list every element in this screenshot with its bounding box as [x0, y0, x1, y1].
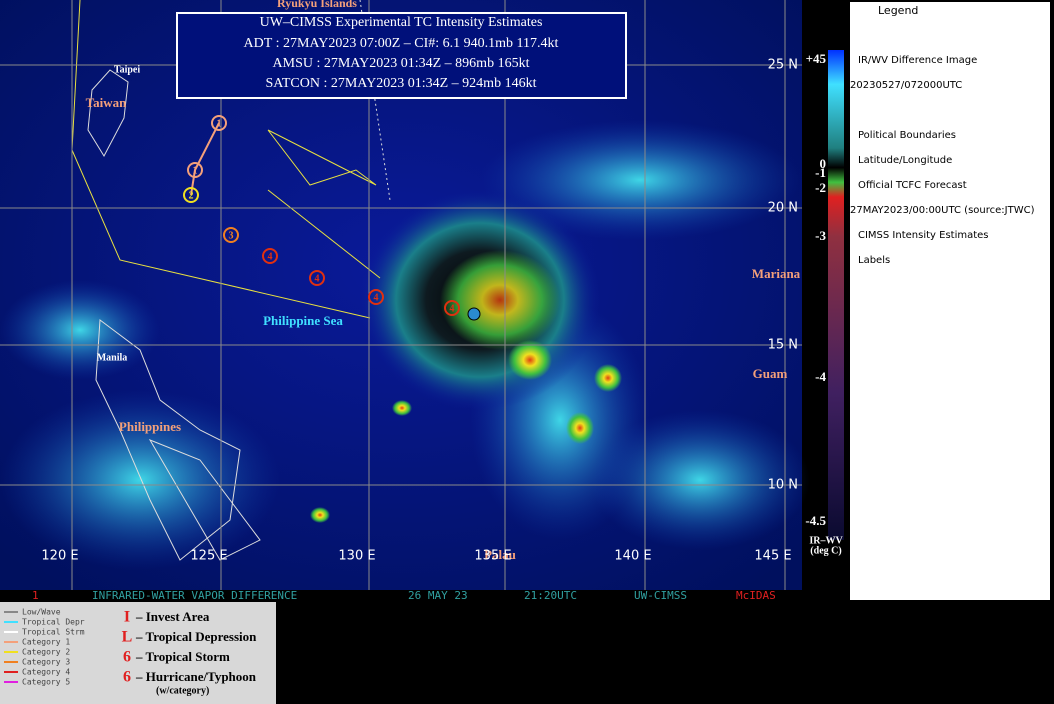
- track-point: [183, 187, 199, 203]
- legend-item: Political Boundaries: [858, 130, 956, 141]
- track-label: 2: [189, 190, 194, 201]
- legend-item: CIMSS Intensity Estimates: [858, 230, 989, 241]
- track-label: 3: [229, 230, 234, 241]
- colorbar-label: -3: [815, 228, 826, 243]
- key-symbol-label: – Tropical Storm: [135, 649, 230, 664]
- land-boundaries: [87, 69, 261, 561]
- place-labels: Ryukyu Islands Taipei Taiwan Philippine Sea…: [86, 0, 801, 562]
- key-label: Tropical Depr: [22, 618, 85, 627]
- key-symbol-label: – Invest Area: [135, 609, 210, 624]
- key-label: Category 2: [22, 648, 70, 657]
- key-label: Category 1: [22, 638, 70, 647]
- forecast-track: 1 1 2 3 4 4 4 4: [183, 115, 460, 316]
- colorbar-label: -2: [815, 180, 826, 195]
- track-point: [444, 300, 460, 316]
- key-note: (w/category): [156, 685, 209, 696]
- info-box: [176, 12, 627, 99]
- legend-item: IR/WV Difference Image: [858, 55, 977, 66]
- place-label: Taipei: [114, 64, 141, 75]
- lon-label: 140 E: [614, 549, 651, 564]
- key-symbol: L: [122, 629, 133, 646]
- legend-item: Labels: [858, 255, 890, 266]
- colorbar-labels: +45 0-1-2 -3 -4 -4.5 IR–WV(deg C): [805, 51, 843, 556]
- lon-label: 145 E: [754, 549, 791, 564]
- lat-label: 25 N: [768, 58, 798, 73]
- place-label: Ryukyu Islands: [277, 0, 357, 10]
- colorbar-unit: (deg C): [810, 545, 841, 556]
- track-point: [262, 248, 278, 264]
- lat-label: 10 N: [768, 478, 798, 493]
- key-symbol-label: – Hurricane/Typhoon: [135, 669, 257, 684]
- colorbar-label: +45: [806, 51, 827, 66]
- track-label: 4: [450, 303, 455, 314]
- status-item: 1: [32, 589, 39, 602]
- key-label: Low/Wave: [22, 608, 61, 617]
- grid-labels: 25 N 20 N 15 N 10 N 120 E 125 E 130 E 135 E 140 …: [41, 58, 798, 564]
- colorbar-label: -4: [815, 369, 826, 384]
- political-lines: [71, 0, 391, 319]
- colorbar: [828, 50, 844, 540]
- key-symbol: I: [124, 609, 130, 626]
- status-text: 1 INFRARED-WATER VAPOR DIFFERENCE 26 MAY 2…: [32, 589, 776, 602]
- legend-panel: [850, 2, 1050, 600]
- legend-item: 27MAY2023/00:00UTC (source:JTWC): [850, 205, 1035, 216]
- track-point: [309, 270, 325, 286]
- key-label: Tropical Strm: [22, 628, 85, 637]
- lat-label: 20 N: [768, 201, 798, 216]
- track-label: 1: [217, 118, 222, 129]
- legend: Legend IR/WV Difference Image 20230527/072…: [850, 4, 1035, 266]
- lon-label: 125 E: [190, 549, 227, 564]
- info-line: SATCON : 27MAY2023 01:34Z – 924mb 146kt: [266, 76, 537, 91]
- key-symbol-label: – Tropical Depression: [135, 629, 257, 644]
- place-label: Philippines: [119, 419, 181, 434]
- info-line: AMSU : 27MAY2023 01:34Z – 896mb 165kt: [273, 56, 530, 71]
- track-point: [368, 289, 384, 305]
- key-label: Category 4: [22, 668, 70, 677]
- colorbar-label: 0: [820, 156, 827, 171]
- clouds: [0, 120, 810, 570]
- legend-item: Latitude/Longitude: [858, 155, 952, 166]
- lon-label: 135 E: [474, 549, 511, 564]
- track-label: 4: [374, 292, 379, 303]
- track-label: 4: [268, 251, 273, 262]
- place-label: Mariana: [752, 266, 801, 281]
- legend-title: Legend: [878, 4, 918, 17]
- status-item: INFRARED-WATER VAPOR DIFFERENCE: [92, 589, 297, 602]
- status-item: 21:20UTC: [524, 589, 577, 602]
- lat-label: 15 N: [768, 338, 798, 353]
- place-label: Palau: [484, 547, 516, 562]
- place-label: Manila: [97, 352, 128, 363]
- track-label: 1: [193, 165, 198, 176]
- colorbar-label: -4.5: [805, 513, 826, 528]
- key-box: [0, 602, 276, 704]
- place-label: Taiwan: [86, 95, 127, 110]
- track-label: 4: [315, 273, 320, 284]
- info-title: UW–CIMSS Experimental TC Intensity Estim…: [260, 15, 543, 30]
- key-symbol: 6: [123, 669, 131, 686]
- place-label: Guam: [753, 366, 788, 381]
- key-label: Category 5: [22, 678, 70, 687]
- info-line: ADT : 27MAY2023 07:00Z – CI#: 6.1 940.1m…: [244, 36, 559, 51]
- legend-item: 20230527/072000UTC: [850, 80, 962, 91]
- key-label: Category 3: [22, 658, 70, 667]
- lon-label: 120 E: [41, 549, 78, 564]
- colorbar-title: IR–WV: [809, 535, 843, 546]
- colorbar-label: -1: [815, 165, 826, 180]
- status-bar: [0, 590, 802, 602]
- status-item: 26 MAY 23: [408, 589, 468, 602]
- legend-item: Official TCFC Forecast: [858, 180, 967, 191]
- status-item: UW-CIMSS: [634, 589, 687, 602]
- track-point: [211, 115, 227, 131]
- track-line-early: [190, 122, 220, 196]
- track-point: [187, 162, 203, 178]
- key-symbol: 6: [123, 649, 131, 666]
- place-label: Philippine Sea: [263, 313, 343, 328]
- track-point: [223, 227, 239, 243]
- lon-label: 130 E: [338, 549, 375, 564]
- status-item: McIDAS: [736, 589, 776, 602]
